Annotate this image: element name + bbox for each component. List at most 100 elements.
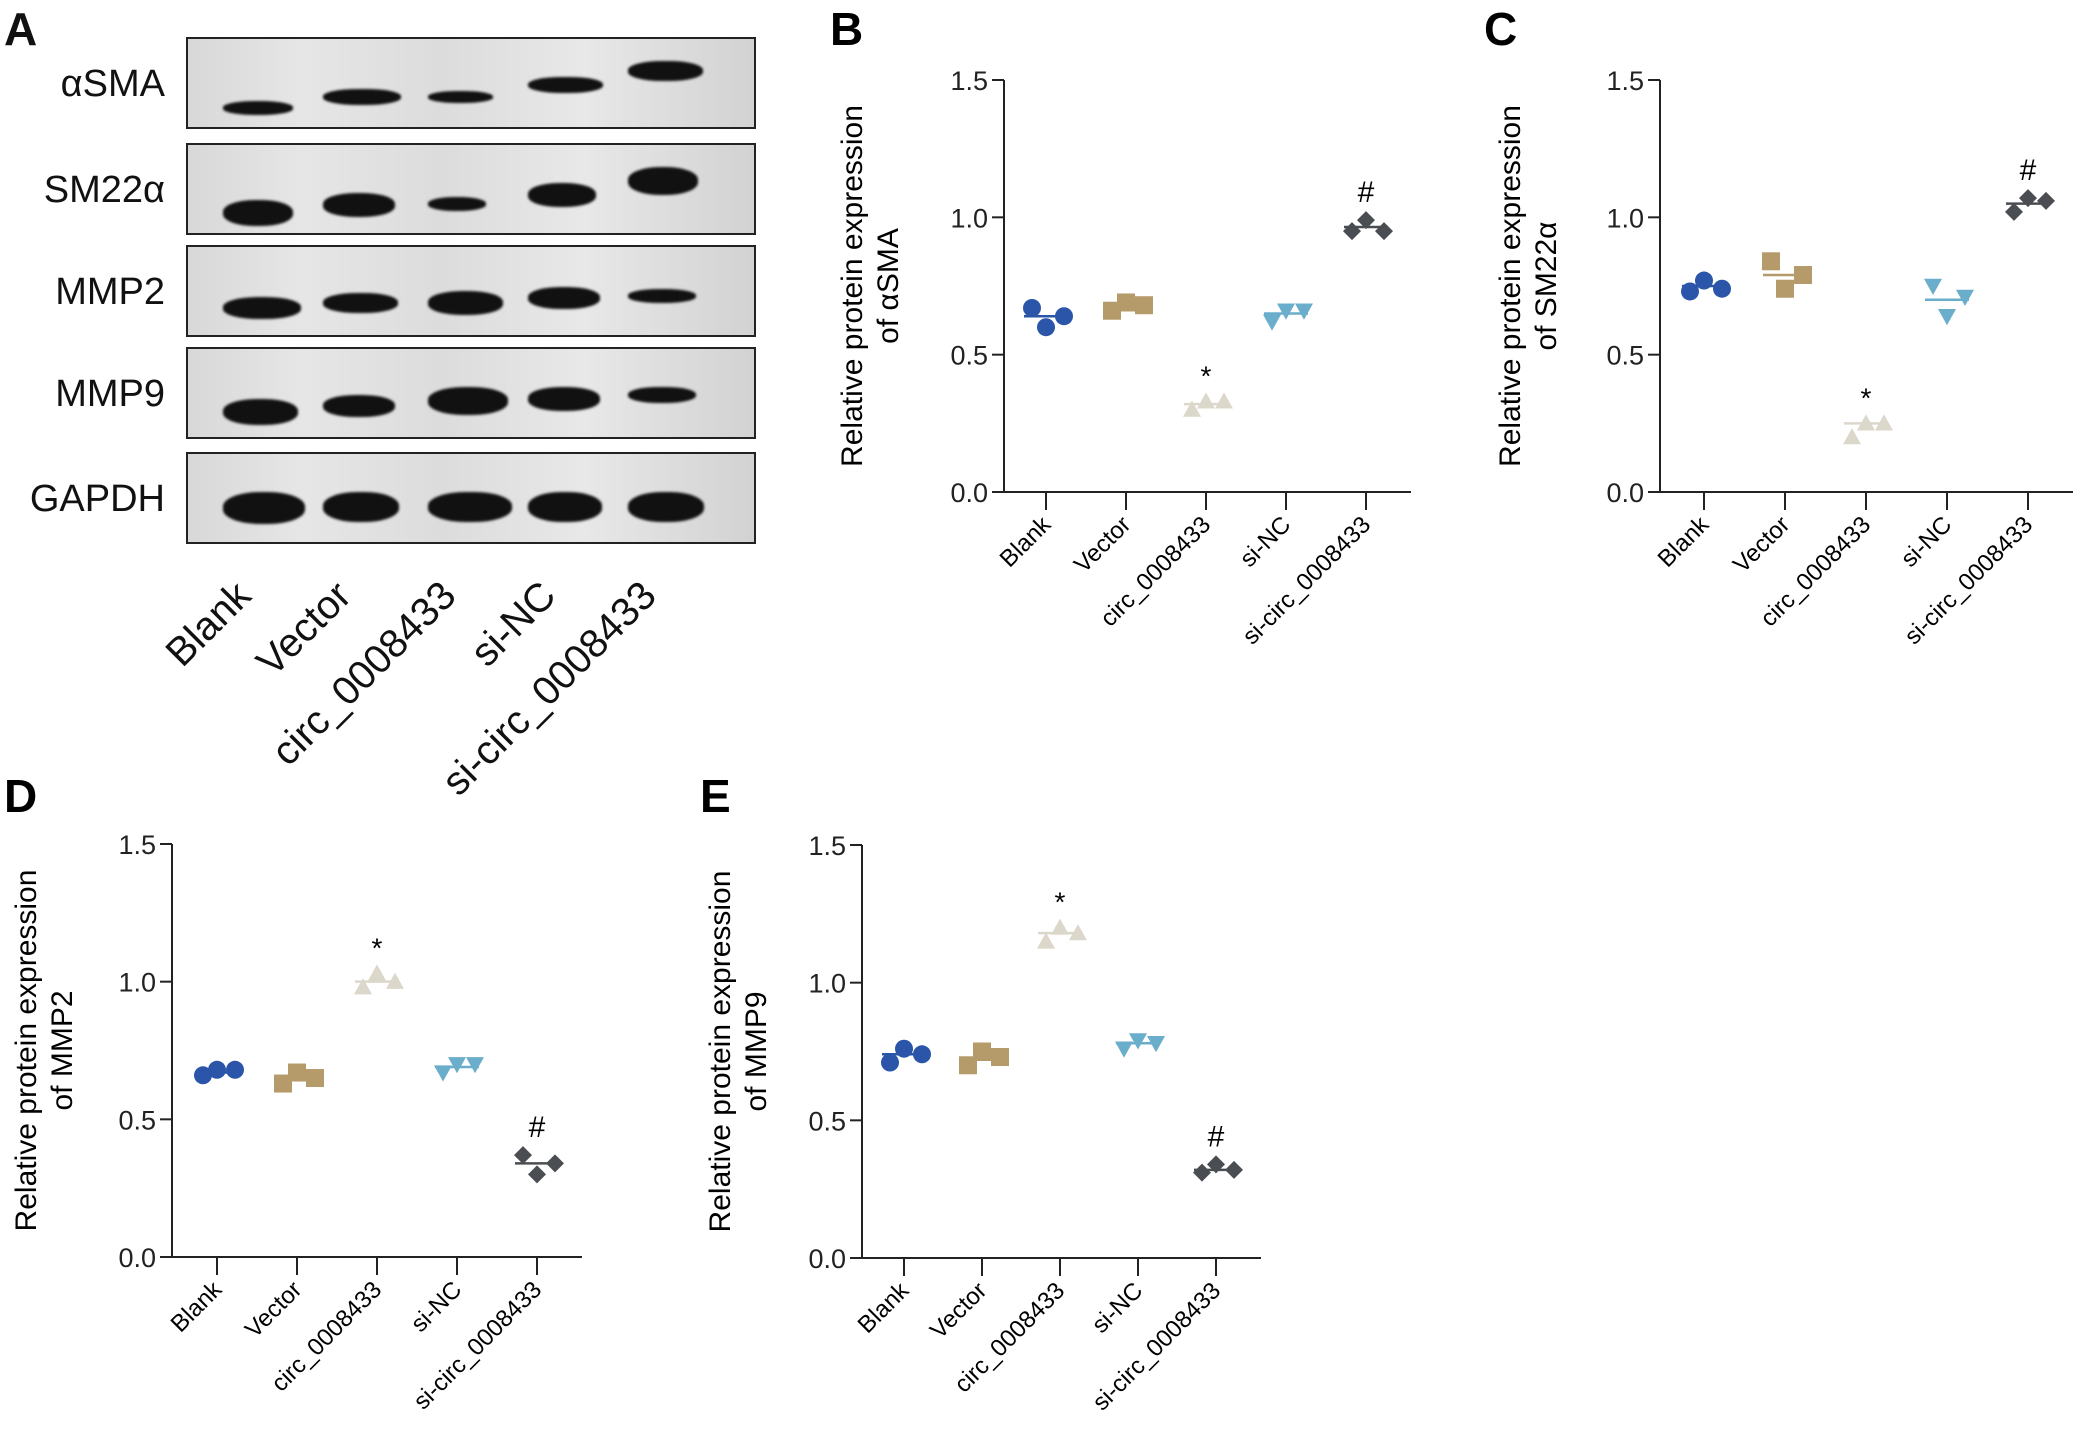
blot-band: [223, 492, 305, 524]
blot-strip-sm22: [186, 143, 756, 235]
blot-band: [323, 492, 399, 522]
panel-b-point-circ-0008433: [1183, 400, 1201, 417]
panel-e-x-tick-label: Vector: [925, 1277, 992, 1344]
blot-band: [428, 387, 508, 415]
panel-c-point-vector: [1776, 279, 1794, 298]
blot-band: [628, 387, 696, 403]
panel-e-x-tick-label: Blank: [853, 1276, 915, 1338]
panel-c-y-axis-label: of SM22α: [1530, 221, 1563, 350]
panel-d-point-vector: [288, 1063, 306, 1082]
panel-d-point-si-nc: [434, 1065, 452, 1082]
blot-band: [528, 492, 602, 522]
blot-label-sma: αSMA: [60, 63, 165, 105]
panel-d-significance-star: *: [372, 932, 383, 963]
panel-e-point-vector: [959, 1056, 977, 1075]
panel-c-point-circ-0008433: [1857, 414, 1875, 431]
blot-band: [628, 61, 703, 81]
panel-b-point-blank: [1023, 298, 1041, 317]
panel-b-y-tick-label: 1.5: [950, 66, 988, 96]
panel-c-y-tick-label: 1.5: [1606, 66, 1644, 96]
panel-b-x-tick-label: Vector: [1069, 511, 1136, 578]
blot-strip-gapdh: [186, 452, 756, 544]
panel-d-y-tick-label: 1.0: [118, 968, 156, 998]
blot-band: [323, 395, 395, 417]
panel-b-x-tick-label: si-NC: [1235, 511, 1297, 573]
blot-strip-mmp2: [186, 245, 756, 337]
panel-b-point-si-circ-0008433: [1375, 222, 1393, 241]
panel-e-point-blank: [881, 1053, 899, 1072]
panel-c-point-vector: [1762, 252, 1780, 271]
panel-e-point-si-circ-0008433: [1207, 1155, 1225, 1174]
panel-c-y-axis-label: Relative protein expression: [1494, 105, 1527, 467]
blot-label-mmp2: MMP2: [55, 271, 165, 313]
blot-label-mmp9: MMP9: [55, 373, 165, 415]
panel-d-point-circ-0008433: [386, 972, 404, 989]
panel-c-letter: C: [1484, 3, 1517, 55]
blot-band: [528, 183, 596, 207]
panel-d-point-si-nc: [466, 1057, 484, 1074]
panel-e-point-circ-0008433: [1069, 924, 1087, 941]
panel-d-y-tick-label: 1.5: [118, 830, 156, 860]
panel-b-significance-hash: #: [1358, 176, 1375, 209]
blot-band: [428, 91, 493, 103]
panel-b-point-circ-0008433: [1197, 392, 1215, 409]
blot-band: [628, 289, 696, 303]
panel-e-point-blank: [913, 1045, 931, 1064]
panel-d-y-axis-label: of MMP2: [46, 990, 79, 1110]
panel-letter-a: A: [4, 3, 38, 55]
panel-e-point-blank: [895, 1039, 913, 1058]
panel-e-point-si-circ-0008433: [1225, 1160, 1243, 1179]
blot-band: [528, 387, 600, 411]
panel-c-x-tick-label: Blank: [1653, 510, 1715, 572]
panel-e-significance-star: *: [1055, 887, 1066, 918]
panel-d-y-tick-label: 0.0: [118, 1243, 156, 1273]
blot-band: [628, 492, 704, 522]
blot-band: [528, 287, 600, 309]
panel-d-point-vector: [274, 1074, 292, 1093]
blot-band: [428, 197, 486, 211]
panel-c-point-si-circ-0008433: [2019, 189, 2037, 208]
panel-b-y-tick-label: 0.0: [950, 478, 988, 508]
panel-e-point-vector: [991, 1048, 1009, 1067]
blot-label-gapdh: GAPDH: [29, 478, 165, 520]
panel-e-point-vector: [973, 1042, 991, 1061]
panel-e-x-tick-label: si-NC: [1087, 1277, 1149, 1339]
panel-d-y-axis-label: Relative protein expression: [10, 870, 43, 1232]
panel-e-point-circ-0008433: [1051, 918, 1069, 935]
panel-d-y-tick-label: 0.5: [118, 1105, 156, 1135]
panel-c-x-tick-label: si-NC: [1896, 511, 1958, 573]
panel-d-x-tick-label: Blank: [166, 1275, 228, 1337]
panel-c-point-si-nc: [1956, 289, 1974, 306]
blot-band: [323, 89, 401, 105]
panel-b-point-si-circ-0008433: [1343, 222, 1361, 241]
panel-b-letter: B: [830, 3, 863, 55]
blot-band: [528, 77, 603, 93]
blot-band: [223, 399, 298, 425]
panel-e-point-si-nc: [1115, 1041, 1133, 1058]
panel-c-significance-hash: #: [2020, 154, 2037, 187]
panel-b-y-axis-label: Relative protein expression: [836, 105, 869, 467]
panel-d-x-tick-label: Vector: [240, 1276, 307, 1343]
panel-d-point-blank: [226, 1060, 244, 1079]
panel-c-significance-star: *: [1861, 382, 1872, 413]
panel-c-point-blank: [1695, 271, 1713, 290]
panel-b-point-si-nc: [1263, 314, 1281, 331]
panel-c-y-tick-label: 0.5: [1606, 341, 1644, 371]
panel-b-point-blank: [1037, 318, 1055, 337]
blot-strip-sma: [186, 37, 756, 129]
panel-c-x-tick-label: Vector: [1728, 511, 1795, 578]
panel-c-y-tick-label: 1.0: [1606, 203, 1644, 233]
panel-e-point-si-nc: [1129, 1033, 1147, 1050]
blot-strip-mmp9: [186, 347, 756, 439]
panel-e-y-tick-label: 1.5: [808, 831, 846, 861]
panel-d-point-blank: [208, 1060, 226, 1079]
panel-b-point-si-circ-0008433: [1357, 211, 1375, 230]
blot-band: [223, 297, 301, 319]
panel-b-point-si-nc: [1295, 303, 1313, 320]
panel-e-significance-hash: #: [1208, 1120, 1225, 1153]
panel-e-y-tick-label: 0.5: [808, 1106, 846, 1136]
panel-b-y-axis-label: of αSMA: [872, 228, 905, 344]
panel-b-point-blank: [1055, 307, 1073, 326]
panel-c-point-si-nc: [1938, 309, 1956, 326]
